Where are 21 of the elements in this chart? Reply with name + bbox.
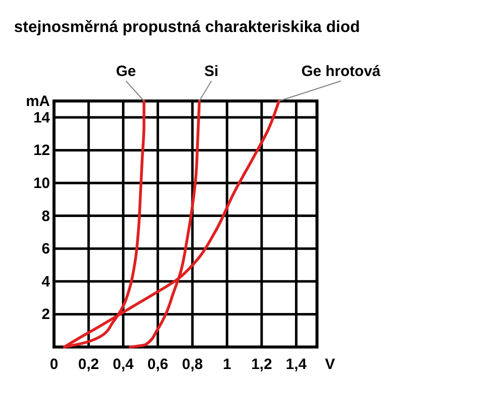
text: Ge hrotová [301, 63, 382, 80]
x-axis-title: V [325, 356, 336, 373]
x-tick-label: 0,6 [147, 356, 168, 373]
chart-title: stejnosměrná propustná charakteriskika diod [14, 19, 360, 36]
x-tick-label: 0,4 [112, 356, 134, 373]
x-tick-label: 1 [222, 356, 232, 373]
x-tick-label: 1,4 [286, 356, 308, 373]
y-tick-label: 2 [42, 306, 50, 324]
y-tick-label: 12 [33, 142, 50, 160]
y-tick-label: 4 [42, 273, 51, 290]
series-label: Ge [116, 63, 136, 80]
x-tick-label: 0,8 [182, 356, 203, 373]
series-label: Si [204, 63, 218, 80]
y-tick-label: 8 [42, 208, 50, 225]
x-tick-label: 0 [50, 356, 58, 373]
y-axis-title: mA [26, 93, 50, 110]
y-tick-label: 14 [33, 109, 51, 126]
y-tick-label: 10 [33, 175, 50, 192]
y-tick-label: 6 [42, 240, 50, 258]
x-tick-label: 1,2 [251, 356, 272, 373]
x-tick-label: 0,2 [78, 356, 100, 373]
